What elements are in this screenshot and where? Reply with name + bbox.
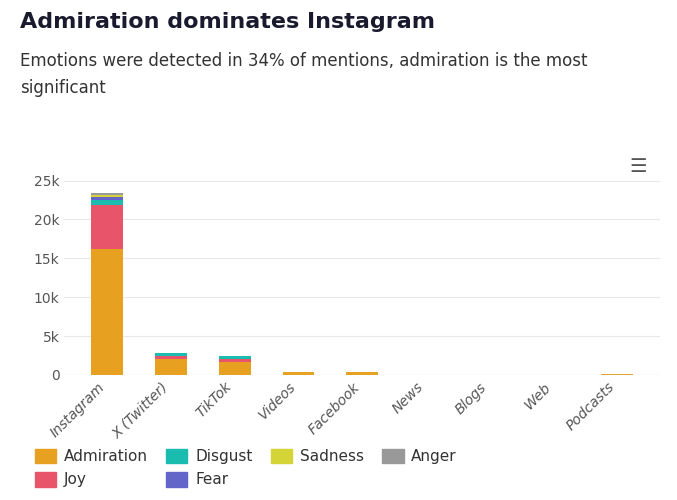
Bar bbox=[346, 372, 378, 375]
Bar bbox=[219, 358, 250, 362]
Text: ☰: ☰ bbox=[629, 158, 647, 176]
Bar bbox=[282, 372, 314, 375]
Bar bbox=[91, 200, 123, 205]
Bar bbox=[219, 362, 250, 375]
Bar bbox=[219, 356, 250, 358]
Bar bbox=[601, 374, 633, 375]
Text: Emotions were detected in 34% of mentions, admiration is the most
significant: Emotions were detected in 34% of mention… bbox=[20, 52, 588, 97]
Bar bbox=[155, 356, 187, 360]
Text: Admiration dominates Instagram: Admiration dominates Instagram bbox=[20, 12, 435, 32]
Bar bbox=[155, 360, 187, 375]
Legend: Admiration, Joy, Disgust, Fear, Sadness, Anger: Admiration, Joy, Disgust, Fear, Sadness,… bbox=[35, 448, 457, 488]
Bar bbox=[91, 197, 123, 200]
Bar bbox=[91, 206, 123, 249]
Bar bbox=[91, 194, 123, 197]
Bar bbox=[91, 249, 123, 375]
Bar bbox=[155, 352, 187, 356]
